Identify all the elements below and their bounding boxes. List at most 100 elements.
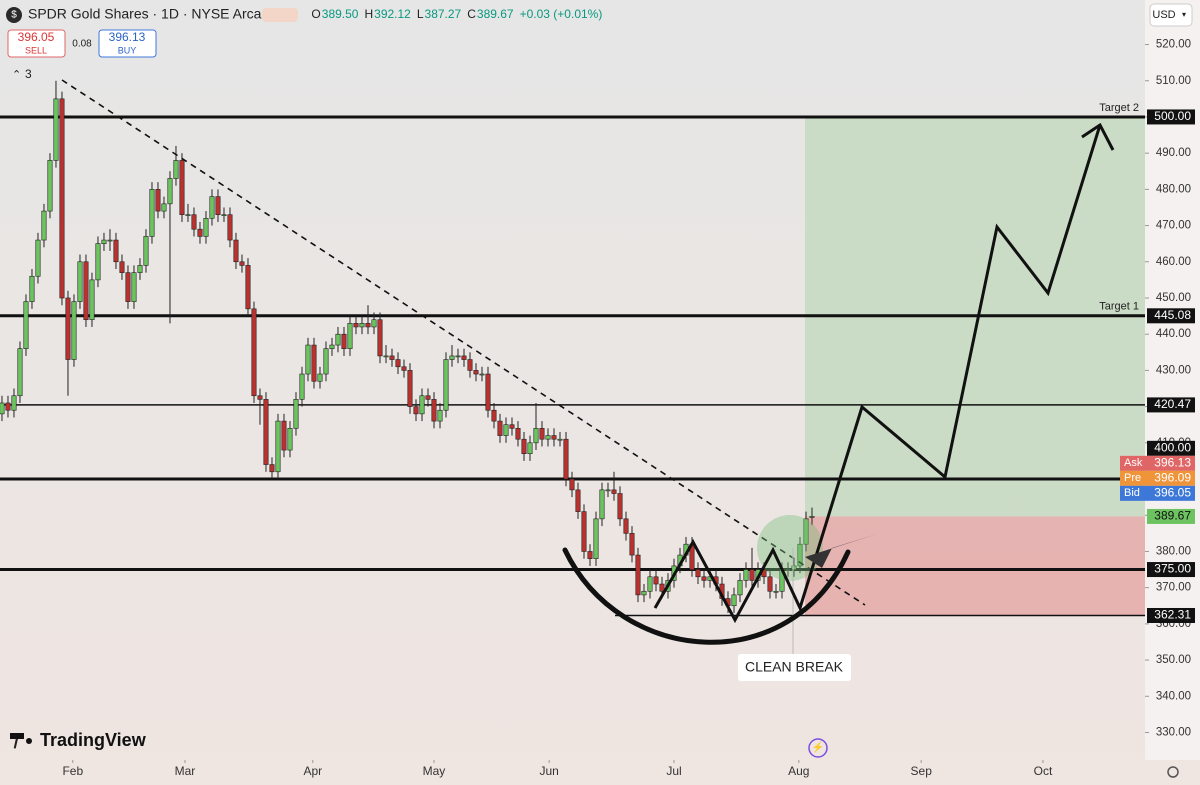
candle-body (149, 189, 155, 237)
y-tick-label: 330.00 (1156, 727, 1191, 739)
ohlc-value: 387.27 (425, 7, 462, 21)
candle-body (635, 554, 641, 596)
candle-body (389, 355, 395, 360)
event-glyph: ⚡ (812, 741, 824, 754)
candle-body (0, 402, 5, 415)
candle-body (293, 399, 299, 429)
level-label: 500.00 (1154, 109, 1191, 123)
candle-body (599, 489, 605, 520)
candle-body (119, 261, 125, 273)
candle-body (527, 442, 533, 454)
candle-body (209, 196, 215, 219)
candle-body (251, 308, 257, 397)
candle-body (455, 355, 461, 358)
candle-body (545, 435, 551, 440)
settings-icon[interactable] (1167, 766, 1179, 778)
brand-mark (10, 733, 24, 739)
x-tick-label: Apr (303, 764, 322, 778)
currency-caret: ▾ (1182, 10, 1186, 19)
candle-body (551, 435, 557, 440)
quote-bg (1120, 470, 1195, 486)
candle-body (239, 261, 245, 266)
candle-body (191, 214, 197, 230)
candle-body (641, 590, 647, 596)
candle-body (23, 301, 29, 349)
candle-body (431, 399, 437, 422)
indicator-toggle[interactable]: ⌃ (12, 69, 21, 81)
candle-body (311, 344, 317, 382)
y-tick-label: 510.00 (1156, 75, 1191, 87)
candle-body (245, 265, 251, 310)
candle-body (5, 402, 11, 411)
projection-path (653, 124, 1102, 624)
ohlc-label: H (364, 7, 373, 21)
quote-value: 396.09 (1154, 471, 1191, 485)
currency-button[interactable] (1149, 3, 1193, 27)
buy-button[interactable] (98, 29, 157, 58)
highlight-circle (757, 515, 823, 581)
level-label: 362.31 (1154, 608, 1191, 622)
candle-body (365, 323, 371, 328)
event-icon[interactable] (808, 738, 828, 758)
candle-body (809, 516, 815, 518)
target-label: Target 2 (1099, 102, 1139, 114)
candle-body (83, 261, 89, 321)
y-tick-label: 520.00 (1156, 39, 1191, 51)
candle-body (113, 239, 119, 263)
y-tick-label: 370.00 (1156, 582, 1191, 594)
candle-body (353, 323, 359, 328)
candle-body (335, 333, 341, 346)
candle-body (371, 319, 377, 328)
target-zone (805, 516, 1145, 616)
candle-body (77, 261, 83, 302)
candle-body (233, 239, 239, 263)
candle-body (791, 565, 797, 570)
candle-body (89, 279, 95, 321)
candle-body (497, 420, 503, 436)
sell-button[interactable] (7, 29, 66, 58)
y-tick-label: 470.00 (1156, 220, 1191, 232)
quote-value: 396.13 (1154, 456, 1191, 470)
candle-body (611, 489, 617, 494)
quote-name: Bid (1124, 487, 1140, 499)
quote-value: 396.05 (1154, 486, 1191, 500)
y-tick-label: 430.00 (1156, 364, 1191, 376)
currency: USD (1152, 9, 1175, 21)
candle-body (287, 428, 293, 451)
candle-body (449, 355, 455, 360)
candle-body (47, 160, 53, 212)
candle-body (281, 420, 287, 451)
candle-body (743, 569, 749, 581)
candle-body (419, 395, 425, 415)
candle-body (143, 236, 149, 266)
annotation-box (738, 654, 851, 681)
candle-body (491, 409, 497, 422)
quote-name: Pre (1124, 472, 1141, 484)
candle-body (575, 489, 581, 512)
candle-body (29, 275, 35, 302)
buy-price: 396.13 (109, 30, 146, 44)
candle-body (131, 272, 137, 302)
bowl-curve (562, 547, 851, 645)
candle-body (203, 218, 209, 237)
candle-body (155, 189, 161, 212)
y-tick-label: 490.00 (1156, 147, 1191, 159)
candle-body (563, 438, 569, 480)
candle-body (515, 428, 521, 440)
candle-body (473, 370, 479, 375)
level-label-bg (1147, 562, 1195, 578)
trend-line (61, 79, 866, 606)
y-tick-label: 380.00 (1156, 545, 1191, 557)
y-tick-label: 460.00 (1156, 256, 1191, 268)
ohlc-change: +0.03 (+0.01%) (520, 7, 603, 21)
indicator-count[interactable]: 3 (25, 67, 32, 81)
last-price-label: 389.67 (1154, 509, 1191, 523)
sell-price: 396.05 (18, 30, 55, 44)
candle-body (533, 428, 539, 444)
candle-body (617, 493, 623, 520)
candle-body (503, 424, 509, 436)
candle-body (59, 98, 65, 299)
candle-body (539, 428, 545, 440)
candle-body (17, 348, 23, 397)
